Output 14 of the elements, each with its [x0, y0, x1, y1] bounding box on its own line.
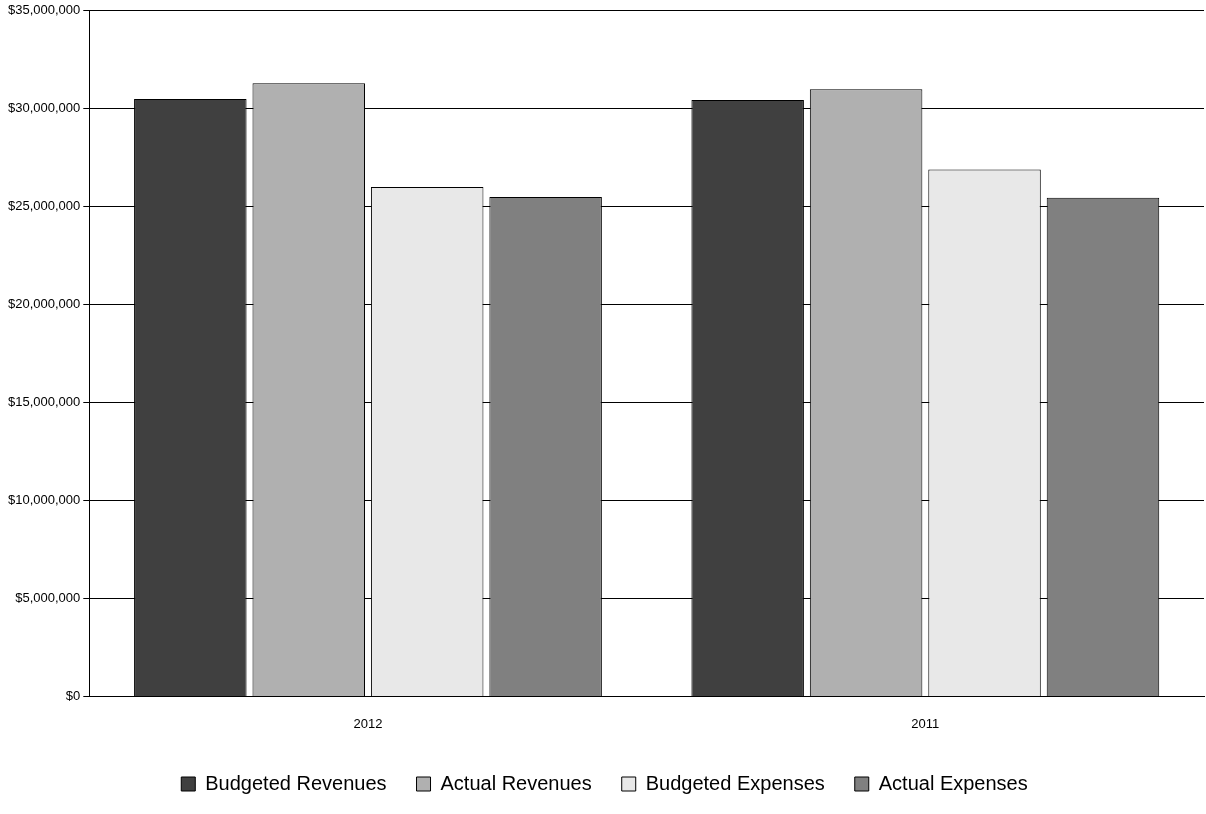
legend-label: Actual Revenues [440, 771, 592, 794]
y-tick-label: $35,000,000 [8, 2, 81, 18]
x-tick-label: 2011 [911, 715, 940, 731]
y-tick-label: $15,000,000 [8, 394, 81, 410]
y-tick-label: $10,000,000 [8, 492, 81, 508]
y-tick-label: $30,000,000 [8, 100, 81, 116]
y-tick-label: $5,000,000 [15, 590, 81, 606]
y-tick-label: $20,000,000 [8, 296, 81, 312]
y-tick-label: $25,000,000 [8, 198, 81, 214]
legend-label: Budgeted Expenses [645, 771, 825, 794]
y-tick-label: $0 [65, 687, 81, 703]
legend-label: Actual Expenses [878, 771, 1028, 794]
legend-label: Budgeted Revenues [205, 771, 387, 794]
x-tick-label: 2012 [353, 715, 383, 731]
